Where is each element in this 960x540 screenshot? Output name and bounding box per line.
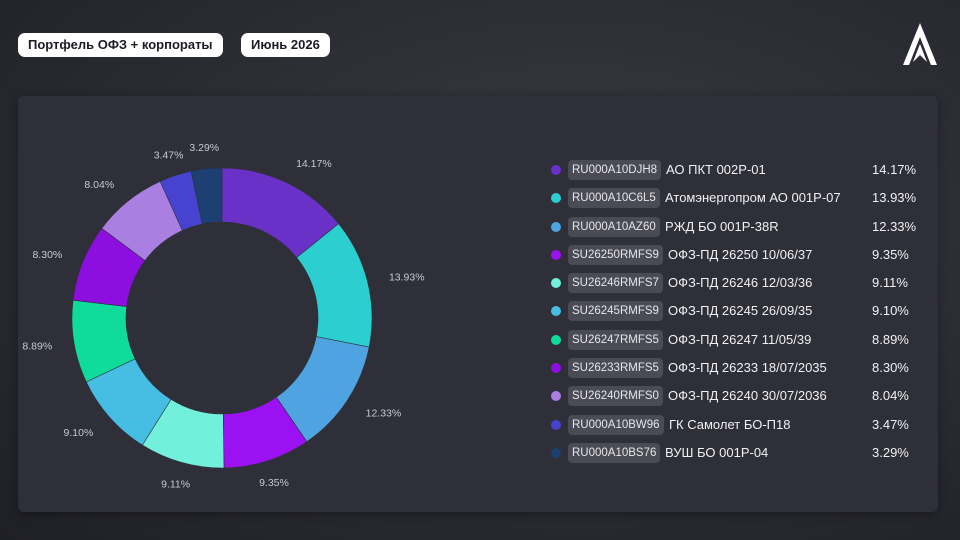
legend-percent: 9.35% [872, 246, 909, 262]
legend-item-1[interactable]: RU000A10DJH8 АО ПКТ 002Р-01 14.17% [550, 158, 930, 186]
legend-isin-badge: SU26233RMFS5 [568, 358, 663, 379]
legend-bond-name: ОФЗ-ПД 26247 11/05/39 [668, 331, 812, 347]
legend-bond-name: ОФЗ-ПД 26245 26/09/35 [668, 303, 813, 319]
legend-swatch [551, 391, 561, 402]
slice-label-9: 8.04% [84, 179, 114, 191]
legend-bond-name: ОФЗ-ПД 26250 10/06/37 [668, 246, 813, 262]
legend-percent: 14.17% [872, 162, 917, 177]
legend-swatch [551, 363, 561, 374]
slice-label-5: 9.11% [161, 479, 190, 491]
legend-percent: 9.11% [872, 275, 908, 291]
legend-percent: 8.30% [872, 360, 909, 376]
legend-isin-badge: RU000A10AZ60 [568, 216, 660, 237]
legend-swatch [551, 278, 561, 289]
legend-percent: 9.10% [872, 303, 909, 319]
slice-label-2: 13.93% [389, 272, 425, 284]
legend-bond-name: ОФЗ-ПД 26233 18/07/2035 [668, 360, 827, 376]
legend-isin-badge: SU26245RMFS9 [568, 301, 663, 322]
slice-label-6: 9.10% [64, 427, 94, 439]
donut-chart: 14.17% 13.93% 12.33% 9.35% 9.11% 9.10% 8.89% 8.… [22, 142, 425, 491]
legend-item-3[interactable]: RU000A10AZ60 РЖД БО 001Р-38R 12.33% [550, 215, 930, 243]
legend-swatch [551, 249, 561, 260]
chevron-up-logo-icon [903, 23, 937, 65]
legend-item-5[interactable]: SU26246RMFS7 ОФЗ-ПД 26246 12/03/36 9.11% [550, 271, 930, 299]
legend-percent: 13.93% [872, 190, 917, 206]
legend-bond-name: Атомэнергопром АО 001Р-07 [665, 190, 841, 206]
legend-isin-badge: SU26246RMFS7 [568, 273, 663, 294]
slice-label-8: 8.30% [32, 249, 62, 261]
legend-swatch [551, 447, 561, 458]
slice-label-3: 12.33% [366, 408, 402, 420]
legend-item-9[interactable]: SU26240RMFS0 ОФЗ-ПД 26240 30/07/2036 8.04% [550, 384, 930, 412]
portfolio-title-badge: Портфель ОФЗ + корпораты [18, 33, 223, 57]
slice-label-10: 3.47% [154, 150, 184, 162]
donut-slice-11[interactable] [190, 167, 223, 225]
chart-legend: RU000A10DJH8 АО ПКТ 002Р-01 14.17% RU000A10… [550, 158, 930, 469]
slice-label-11: 3.29% [189, 142, 219, 154]
legend-bond-name: ВУШ БО 001Р-04 [665, 444, 769, 460]
legend-bond-name: РЖД БО 001Р-38R [665, 218, 779, 234]
legend-swatch [551, 334, 561, 345]
legend-item-6[interactable]: SU26245RMFS9 ОФЗ-ПД 26245 26/09/35 9.10% [550, 299, 930, 327]
legend-isin-badge: RU000A10DJH8 [568, 160, 662, 180]
legend-swatch [551, 306, 561, 317]
legend-isin-badge: RU000A10C6L5 [568, 188, 660, 209]
legend-bond-name: ГК Самолет БО-П18 [669, 416, 791, 432]
legend-swatch [551, 193, 561, 204]
legend-swatch [551, 419, 561, 430]
legend-isin-badge: RU000A10BS76 [568, 442, 661, 463]
slice-label-4: 9.35% [259, 477, 289, 489]
legend-isin-badge: RU000A10BW96 [568, 414, 664, 435]
legend-isin-badge: SU26240RMFS0 [568, 386, 663, 407]
legend-isin-badge: SU26250RMFS9 [568, 244, 663, 265]
legend-item-8[interactable]: SU26233RMFS5 ОФЗ-ПД 26233 18/07/2035 8.30% [550, 356, 930, 384]
legend-swatch [551, 165, 561, 175]
legend-bond-name: ОФЗ-ПД 26240 30/07/2036 [668, 388, 827, 404]
legend-percent: 3.29% [872, 444, 909, 460]
chart-panel: 14.17% 13.93% 12.33% 9.35% 9.11% 9.10% 8.89% 8.… [18, 96, 938, 512]
legend-item-10[interactable]: RU000A10BW96 ГК Самолет БО-П18 3.47% [550, 413, 930, 441]
legend-percent: 8.89% [872, 331, 909, 347]
legend-percent: 3.47% [872, 416, 909, 432]
legend-item-4[interactable]: SU26250RMFS9 ОФЗ-ПД 26250 10/06/37 9.35% [550, 243, 930, 271]
legend-isin-badge: SU26247RMFS5 [568, 329, 663, 350]
legend-percent: 8.04% [872, 388, 909, 404]
legend-item-7[interactable]: SU26247RMFS5 ОФЗ-ПД 26247 11/05/39 8.89% [550, 328, 930, 356]
legend-bond-name: ОФЗ-ПД 26246 12/03/36 [668, 275, 813, 291]
date-badge: Июнь 2026 [241, 33, 330, 57]
legend-item-2[interactable]: RU000A10C6L5 Атомэнергопром АО 001Р-07 13.… [550, 186, 930, 214]
slice-label-7: 8.89% [22, 340, 52, 352]
legend-percent: 12.33% [872, 218, 917, 234]
slice-label-1: 14.17% [296, 158, 332, 170]
legend-bond-name: АО ПКТ 002Р-01 [666, 162, 766, 177]
legend-item-11[interactable]: RU000A10BS76 ВУШ БО 001Р-04 3.29% [550, 441, 930, 469]
legend-swatch [551, 221, 561, 232]
